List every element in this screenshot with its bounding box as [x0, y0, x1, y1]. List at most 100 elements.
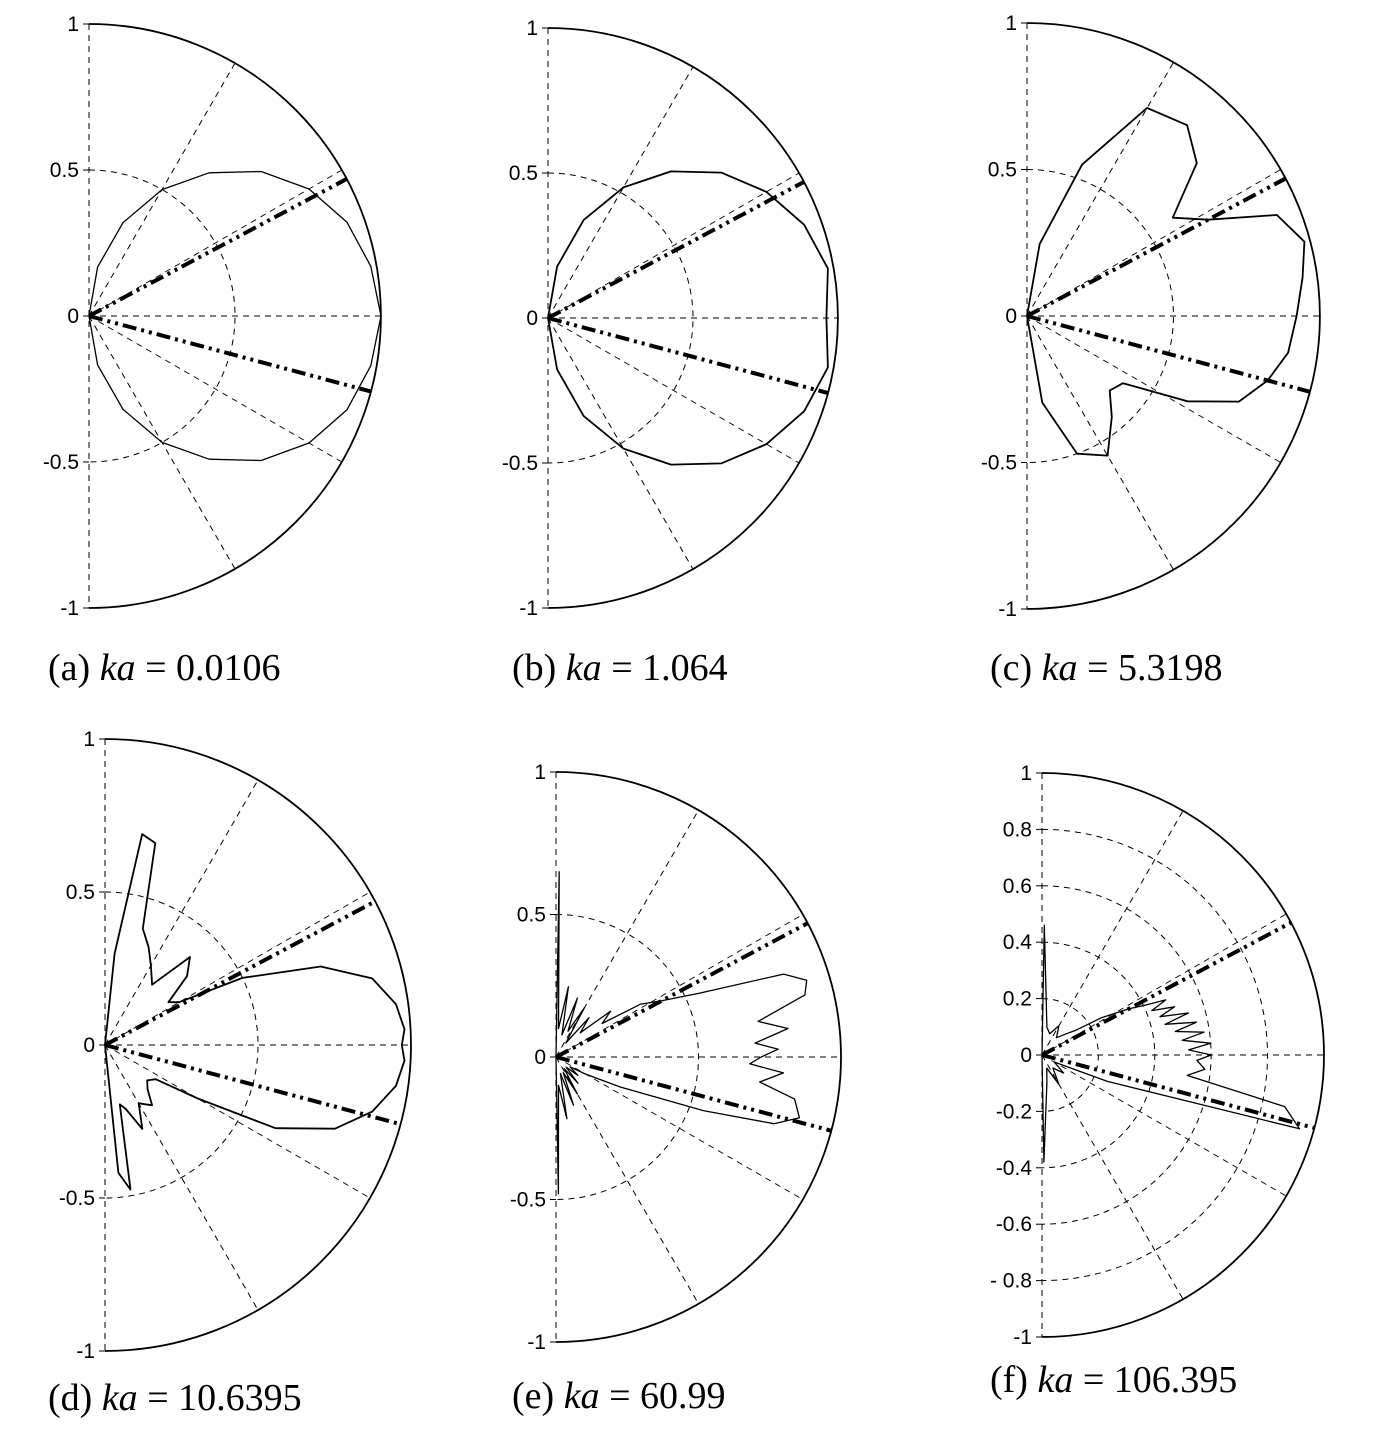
pattern-series — [1041, 924, 1301, 1163]
caption-value: 5.3198 — [1118, 647, 1223, 689]
y-tick-label: -0.2 — [996, 1100, 1032, 1123]
caption-value: 60.99 — [640, 1375, 726, 1417]
polar-panel-f: 1 0.8 0.6 0.4 0.2 0 -0.2 -0.4 -0.6 - 0.8 -1 (f) ka … — [990, 762, 1325, 1401]
y-tick-label: -0.5 — [502, 452, 538, 475]
caption-eq: = — [1073, 1359, 1113, 1401]
y-tick-label: 0 — [526, 307, 538, 330]
y-tick-label: -0.4 — [996, 1157, 1033, 1180]
grid-spoke — [104, 1044, 371, 1199]
y-tick-label: 0.8 — [1003, 818, 1032, 841]
y-tick-label: -1 — [519, 597, 538, 620]
y-tick-label: - 0.8 — [990, 1270, 1032, 1293]
y-tick-label: 0 — [1005, 305, 1017, 328]
y-tick-label: 0.4 — [1003, 931, 1033, 954]
y-tick-label: 0.5 — [50, 159, 79, 182]
pattern-series — [547, 170, 829, 466]
panel-caption: (d) ka = 10.6395 — [48, 1377, 302, 1419]
pattern-series — [555, 871, 808, 1195]
reference-line — [88, 177, 348, 318]
caption-param: ka — [102, 1377, 138, 1419]
y-tick-label: 1 — [526, 17, 538, 40]
pattern-series — [104, 833, 406, 1191]
y-tick-label: -0.5 — [981, 452, 1017, 475]
reference-line — [1026, 314, 1311, 394]
y-tick-label: -0.5 — [43, 451, 79, 474]
caption-eq: = — [138, 1377, 178, 1419]
polar-panel-c: 1 0.5 0 -0.5 -1 (c) ka = 5.3198 — [981, 12, 1321, 689]
polar-panel-e: 1 0.5 0 -0.5 -1 (e) ka = 60.99 — [510, 761, 842, 1417]
panel-caption: (b) ka = 1.064 — [512, 647, 728, 689]
polar-panel-b: 1 0.5 0 -0.5 -1 (b) ka = 1.064 — [502, 17, 839, 689]
reference-line — [88, 314, 372, 394]
outer-boundary — [555, 771, 842, 1343]
grid-ring — [555, 914, 699, 1200]
caption-value: 0.0106 — [176, 647, 281, 689]
reference-line — [1041, 1053, 1315, 1130]
grid-spoke — [1041, 1054, 1184, 1300]
y-tick-label: 1 — [83, 728, 95, 751]
grid-spoke — [1041, 1054, 1287, 1197]
caption-param: ka — [564, 1375, 600, 1417]
pattern-series — [1026, 107, 1306, 457]
reference-line — [555, 1055, 832, 1133]
y-tick-label: 0 — [534, 1046, 546, 1069]
y-tick-label: 0.5 — [509, 162, 538, 185]
y-tick-label: -0.6 — [996, 1213, 1032, 1236]
y-tick-label: -0.5 — [510, 1189, 546, 1212]
y-tick-label: 0.5 — [988, 159, 1017, 182]
reference-line — [1026, 176, 1287, 318]
y-tick-label: 0 — [1020, 1044, 1032, 1067]
y-tick-label: 1 — [534, 761, 546, 784]
grid-ring — [1026, 169, 1174, 463]
y-tick-label: 1 — [67, 13, 79, 36]
y-tick-label: -1 — [76, 1340, 95, 1363]
grid-ring — [547, 172, 694, 464]
caption-param: ka — [1042, 647, 1078, 689]
caption-param: ka — [566, 647, 602, 689]
caption-label: (a) — [48, 647, 100, 689]
caption-param: ka — [100, 647, 136, 689]
polar-panel-d: 1 0.5 0 -0.5 -1 (d) ka = 10.6395 — [48, 728, 412, 1419]
panel-caption: (a) ka = 0.0106 — [48, 647, 281, 689]
y-tick-label: -1 — [527, 1331, 546, 1354]
y-tick-label: -1 — [60, 597, 79, 620]
caption-eq: = — [600, 1375, 640, 1417]
caption-eq: = — [1078, 647, 1118, 689]
y-tick-label: 0.6 — [1003, 875, 1032, 898]
y-tick-label: -1 — [998, 598, 1017, 621]
grid-spoke — [104, 1044, 259, 1311]
y-tick-label: 0 — [67, 305, 79, 328]
grid-spoke — [555, 1056, 699, 1305]
reference-line — [1041, 920, 1292, 1057]
grid-spoke — [104, 891, 371, 1046]
reference-line — [547, 316, 829, 395]
y-tick-label: -1 — [1013, 1326, 1032, 1349]
outer-boundary — [1026, 22, 1321, 610]
outer-boundary — [1041, 772, 1325, 1338]
caption-value: 1.064 — [642, 647, 728, 689]
reference-line — [547, 180, 805, 320]
grid-spoke — [1026, 315, 1174, 570]
grid-spoke — [1026, 315, 1281, 463]
y-tick-label: 0 — [83, 1034, 95, 1057]
grid-spoke — [547, 66, 694, 319]
y-tick-label: 0.5 — [517, 904, 546, 927]
caption-param: ka — [1037, 1359, 1073, 1401]
caption-label: (f) — [990, 1359, 1037, 1401]
polar-panel-a: 1 0.5 0 -0.5 -1 (a) ka = 0.0106 — [43, 13, 382, 689]
reference-line — [104, 899, 377, 1047]
caption-value: 106.395 — [1114, 1359, 1238, 1401]
caption-value: 10.6395 — [178, 1377, 302, 1419]
caption-eq: = — [136, 647, 176, 689]
caption-label: (d) — [48, 1377, 102, 1419]
panel-caption: (f) ka = 106.395 — [990, 1359, 1237, 1401]
grid-spoke — [104, 779, 259, 1046]
grid-spoke — [547, 317, 800, 464]
reference-line — [104, 1043, 402, 1127]
grid-spoke — [547, 317, 694, 570]
caption-label: (b) — [512, 647, 566, 689]
grid-ring — [104, 891, 259, 1199]
caption-label: (c) — [990, 647, 1042, 689]
y-tick-label: 0.5 — [66, 881, 95, 904]
